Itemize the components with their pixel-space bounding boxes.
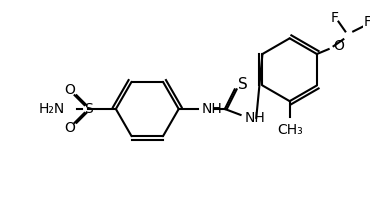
Text: H₂N: H₂N	[38, 102, 65, 116]
Text: O: O	[64, 83, 75, 97]
Text: NH: NH	[201, 102, 222, 116]
Text: S: S	[84, 102, 93, 116]
Text: S: S	[238, 77, 248, 92]
Text: O: O	[334, 39, 344, 53]
Text: NH: NH	[245, 111, 265, 125]
Text: CH₃: CH₃	[277, 123, 303, 137]
Text: F: F	[330, 11, 339, 25]
Text: O: O	[64, 121, 75, 135]
Text: F: F	[364, 15, 370, 29]
